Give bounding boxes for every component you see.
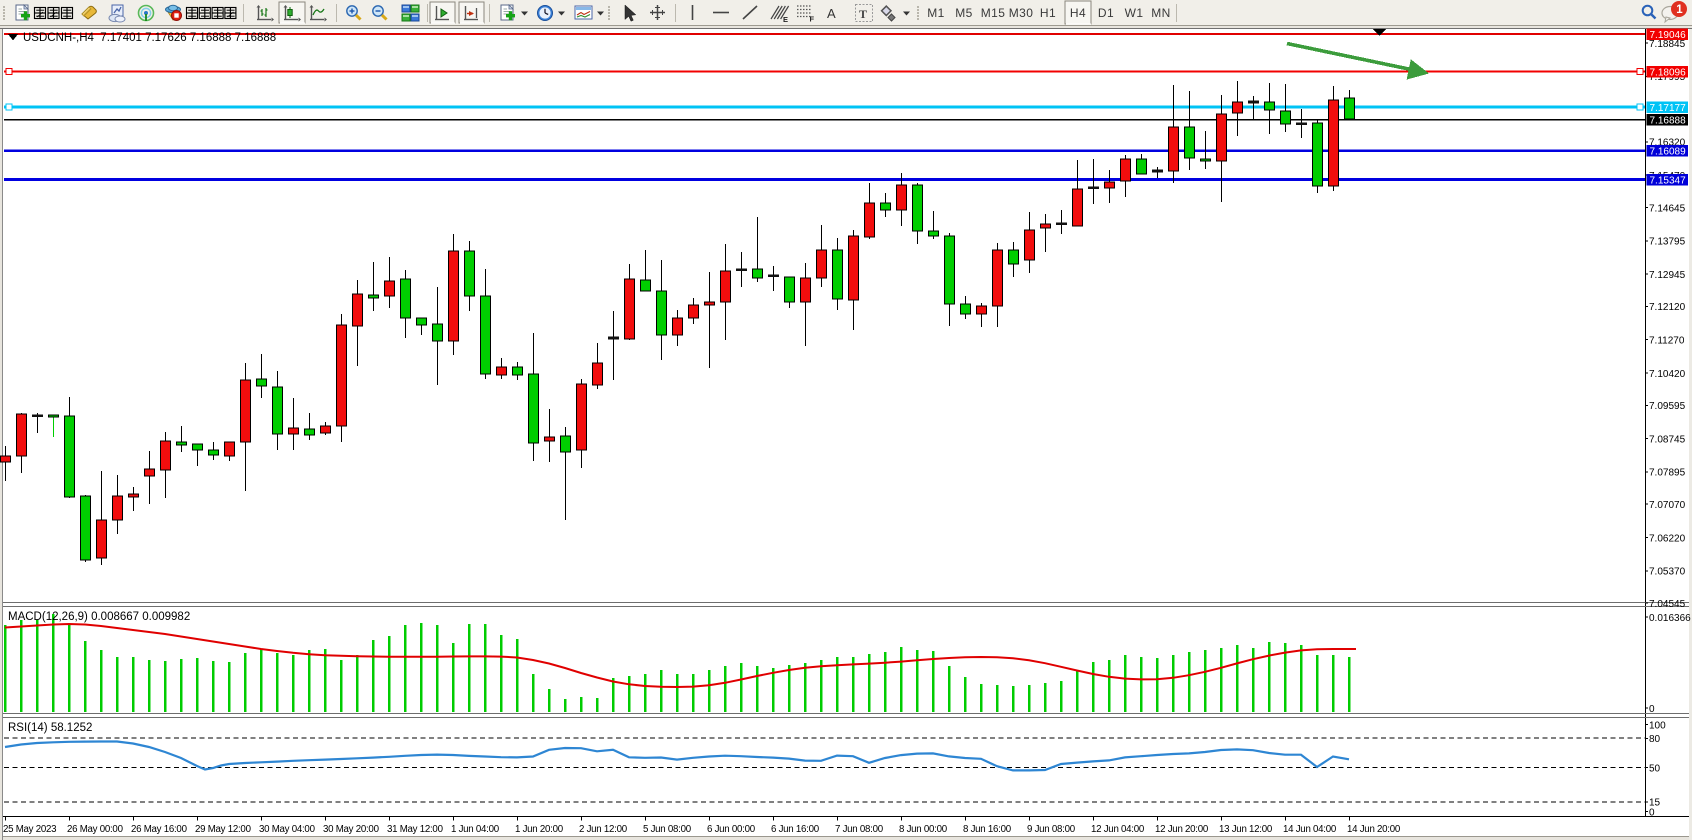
svg-text:8 Jun 16:00: 8 Jun 16:00 [963,824,1012,835]
svg-text:M30: M30 [1009,6,1034,20]
svg-text:2 Jun 12:00: 2 Jun 12:00 [579,824,628,835]
svg-text:7.11270: 7.11270 [1649,336,1685,347]
svg-text:7.04545: 7.04545 [1649,599,1686,610]
svg-text:M5: M5 [955,6,972,20]
svg-text:7.16320: 7.16320 [1649,138,1686,149]
svg-text:W1: W1 [1125,6,1144,20]
svg-text:7.19046: 7.19046 [1650,30,1687,41]
svg-text:0.016366: 0.016366 [1649,613,1691,624]
svg-text:E: E [783,15,788,24]
svg-text:7.14645: 7.14645 [1649,203,1686,214]
svg-text:9 Jun 08:00: 9 Jun 08:00 [1027,824,1076,835]
svg-text:100: 100 [1649,721,1666,732]
svg-text:80: 80 [1649,734,1661,745]
svg-text:6 Jun 16:00: 6 Jun 16:00 [771,824,820,835]
svg-text:7.15347: 7.15347 [1650,176,1687,187]
svg-text:8 Jun 00:00: 8 Jun 00:00 [899,824,948,835]
svg-text:H1: H1 [1040,6,1056,20]
svg-text:12 Jun 04:00: 12 Jun 04:00 [1091,824,1145,835]
svg-text:1 Jun 20:00: 1 Jun 20:00 [515,824,564,835]
svg-text:5 Jun 08:00: 5 Jun 08:00 [643,824,692,835]
svg-text:D1: D1 [1098,6,1114,20]
svg-text:30 May 04:00: 30 May 04:00 [259,824,316,835]
svg-text:7.05370: 7.05370 [1649,567,1686,578]
svg-text:7.09595: 7.09595 [1649,401,1686,412]
svg-text:H4: H4 [1070,6,1086,20]
svg-text:14 Jun 04:00: 14 Jun 04:00 [1283,824,1337,835]
svg-text:M15: M15 [981,6,1006,20]
svg-text:29 May 12:00: 29 May 12:00 [195,824,252,835]
svg-text:F: F [810,15,815,24]
svg-text:MN: MN [1151,6,1170,20]
svg-text:7.07895: 7.07895 [1649,468,1686,479]
svg-text:7.13795: 7.13795 [1649,237,1686,248]
svg-text:13 Jun 12:00: 13 Jun 12:00 [1219,824,1273,835]
svg-text:7.08745: 7.08745 [1649,434,1686,445]
svg-text:A: A [827,6,836,21]
svg-text:7.07070: 7.07070 [1649,500,1686,511]
svg-text:14 Jun 20:00: 14 Jun 20:00 [1347,824,1401,835]
svg-text:6 Jun 00:00: 6 Jun 00:00 [707,824,756,835]
svg-text:7.16888: 7.16888 [1650,116,1687,127]
svg-text:7.10420: 7.10420 [1649,369,1686,380]
svg-text:T: T [859,7,867,21]
svg-text:1 Jun 04:00: 1 Jun 04:00 [451,824,500,835]
svg-text:0: 0 [1649,807,1655,818]
svg-text:1: 1 [1676,4,1683,16]
svg-text:26 May 00:00: 26 May 00:00 [67,824,124,835]
svg-text:0: 0 [1649,704,1655,715]
svg-text:50: 50 [1649,763,1661,774]
svg-text:7.16089: 7.16089 [1650,147,1687,158]
svg-text:7.06220: 7.06220 [1649,533,1686,544]
svg-text:7.12945: 7.12945 [1649,270,1686,281]
svg-text:M1: M1 [927,6,944,20]
svg-text:12 Jun 20:00: 12 Jun 20:00 [1155,824,1209,835]
svg-text:7.18845: 7.18845 [1649,39,1686,50]
svg-text:7.17995: 7.17995 [1649,72,1686,83]
svg-text:7.17177: 7.17177 [1650,103,1687,114]
svg-text:RSI(14) 58.1252: RSI(14) 58.1252 [8,722,92,734]
svg-text:USDCNH-,H4 7.17401 7.17626 7.: USDCNH-,H4 7.17401 7.17626 7.16888 7.168… [23,32,276,44]
svg-text:25 May 2023: 25 May 2023 [3,824,56,835]
svg-text:30 May 20:00: 30 May 20:00 [323,824,380,835]
svg-text:7 Jun 08:00: 7 Jun 08:00 [835,824,884,835]
svg-text:15: 15 [1649,798,1661,809]
svg-text:7.18096: 7.18096 [1650,68,1687,79]
svg-text:31 May 12:00: 31 May 12:00 [387,824,444,835]
svg-text:7.12120: 7.12120 [1649,302,1686,313]
svg-text:MACD(12,26,9) 0.008667 0.00998: MACD(12,26,9) 0.008667 0.009982 [8,611,190,623]
svg-text:26 May 16:00: 26 May 16:00 [131,824,188,835]
